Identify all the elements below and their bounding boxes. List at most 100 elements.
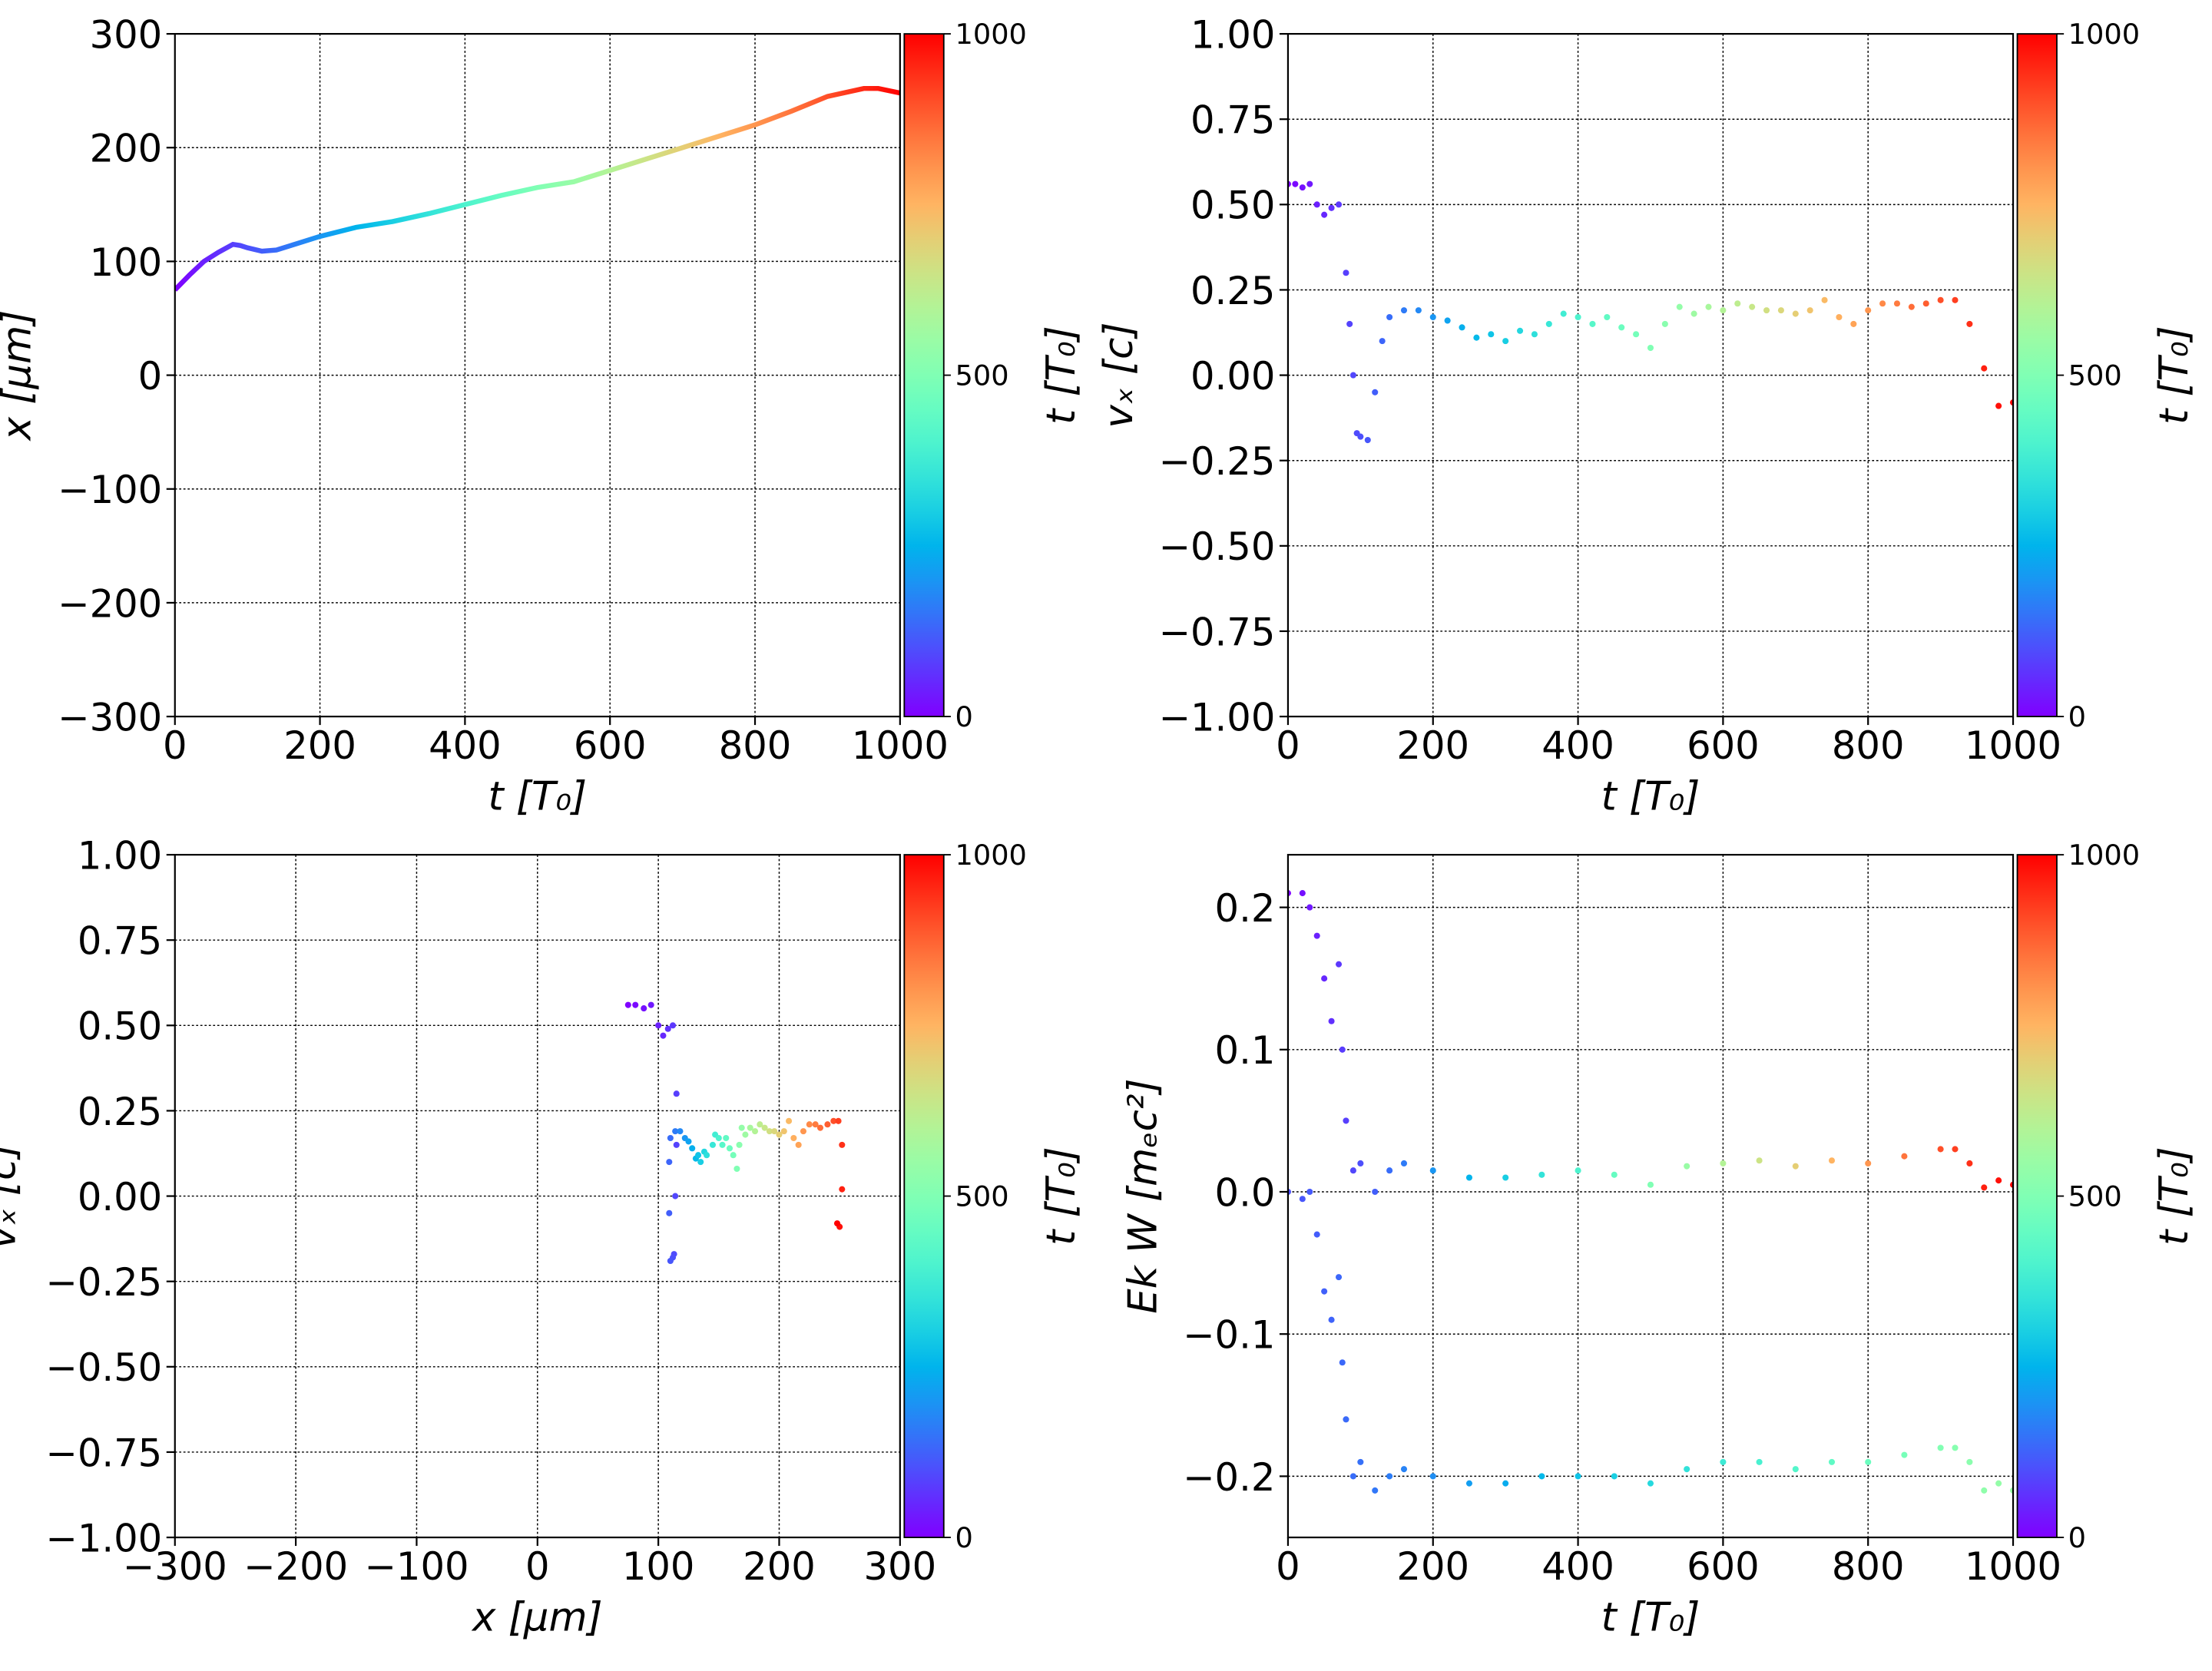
scatter-point xyxy=(704,1152,710,1159)
scatter-point xyxy=(1981,1487,1988,1494)
scatter-point xyxy=(1335,201,1343,208)
scatter-point xyxy=(673,1141,680,1148)
scatter-point xyxy=(1901,1153,1908,1160)
scatter-point xyxy=(1777,307,1784,314)
axes-frame xyxy=(1286,32,2015,718)
y-tick-label: −300 xyxy=(58,695,162,740)
colorbar-label: t [T₀] xyxy=(2151,1147,2197,1246)
x-tick-label: 0 xyxy=(1276,723,1300,768)
scatter-point xyxy=(1313,201,1320,208)
colorbar-tick-label: 0 xyxy=(955,1521,972,1554)
scatter-point xyxy=(1720,1458,1727,1465)
scatter-point xyxy=(1792,310,1799,317)
scatter-point xyxy=(839,1141,846,1148)
scatter-point xyxy=(1465,1480,1473,1487)
scatter-point xyxy=(1429,1473,1436,1480)
scatter-point xyxy=(1313,1231,1320,1238)
scatter-point xyxy=(1952,1444,1959,1451)
scatter-point xyxy=(1328,1017,1335,1024)
x-tick-label: 800 xyxy=(1832,1544,1905,1589)
colorbar xyxy=(2016,854,2058,1538)
scatter-point xyxy=(1306,1188,1313,1196)
x-tick-label: 200 xyxy=(1396,1544,1469,1589)
scatter-point xyxy=(1575,1167,1581,1174)
y-tick-label: −0.2 xyxy=(1183,1455,1275,1500)
y-tick-label: 0.75 xyxy=(78,919,162,964)
scatter-point xyxy=(1328,204,1335,211)
scatter-point xyxy=(1400,1466,1408,1473)
x-tick-label: 0 xyxy=(525,1544,550,1589)
x-tick-label: 600 xyxy=(1687,723,1760,768)
y-tick-label: −0.50 xyxy=(45,1345,162,1390)
scatter-point xyxy=(1349,372,1356,379)
axes-frame xyxy=(174,853,901,1539)
y-tick-label: −0.1 xyxy=(1183,1313,1275,1358)
colorbar xyxy=(2016,33,2058,717)
y-tick-label: 0.00 xyxy=(78,1175,162,1219)
scatter-point xyxy=(1611,1473,1618,1480)
scatter-point xyxy=(1343,1416,1349,1423)
scatter-point xyxy=(1734,300,1741,307)
scatter-point xyxy=(1517,327,1524,334)
x-tick-label: 0 xyxy=(163,723,187,768)
scatter-point xyxy=(709,1141,716,1148)
scatter-point xyxy=(1633,331,1640,338)
scatter-point xyxy=(761,1124,768,1131)
colorbar-tick-label: 500 xyxy=(2068,1180,2122,1213)
scatter-point xyxy=(1981,365,1988,372)
scatter-point xyxy=(1357,433,1364,440)
scatter-point xyxy=(1995,402,2002,409)
scatter-point xyxy=(795,1141,802,1148)
scatter-point xyxy=(1502,1480,1509,1487)
scatter-point xyxy=(719,1141,726,1148)
scatter-point xyxy=(1372,1188,1379,1196)
scatter-point xyxy=(733,1165,740,1173)
scatter-point xyxy=(1400,307,1408,314)
scatter-point xyxy=(1981,1184,1988,1191)
scatter-point xyxy=(666,1209,673,1216)
scatter-point xyxy=(747,1124,753,1131)
axes-frame xyxy=(1286,853,2015,1539)
y-tick-label: −0.75 xyxy=(45,1431,162,1475)
y-tick-label: 1.00 xyxy=(1190,12,1275,57)
scatter-point xyxy=(689,1145,696,1152)
scatter-point xyxy=(1952,1146,1959,1153)
scatter-point xyxy=(730,1152,737,1159)
scatter-point xyxy=(673,1090,680,1097)
scatter-point xyxy=(1937,1444,1944,1451)
y-axis-label: vₓ [c] xyxy=(0,1143,25,1249)
y-tick-label: 0.00 xyxy=(1190,354,1275,399)
colorbar-tick-label: 0 xyxy=(2068,1521,2086,1554)
colorbar-label: t [T₀] xyxy=(1038,1147,1084,1246)
x-tick-label: −200 xyxy=(243,1544,348,1589)
trajectory-line xyxy=(174,85,900,292)
scatter-point xyxy=(1379,338,1386,345)
scatter-point xyxy=(1299,890,1306,897)
colorbar-tick-label: 1000 xyxy=(2068,839,2140,872)
scatter-point xyxy=(1321,1288,1328,1295)
scatter-point xyxy=(1937,296,1944,303)
plot-area xyxy=(174,85,900,292)
colorbar-tick-label: 500 xyxy=(955,359,1008,392)
scatter-point xyxy=(780,1128,787,1135)
scatter-point xyxy=(839,1186,846,1193)
x-tick-label: 300 xyxy=(864,1544,937,1589)
y-tick-label: −200 xyxy=(58,581,162,626)
scatter-point xyxy=(677,1128,684,1135)
scatter-point xyxy=(1321,211,1328,218)
scatter-point xyxy=(1328,1316,1335,1323)
scatter-point xyxy=(1321,975,1328,982)
scatter-point xyxy=(1545,320,1552,327)
y-tick-label: −100 xyxy=(58,468,162,512)
scatter-point xyxy=(806,1121,813,1128)
scatter-point xyxy=(824,1121,831,1128)
scatter-point xyxy=(1676,303,1683,310)
scatter-point xyxy=(1828,1458,1836,1465)
plot-area xyxy=(1287,890,2014,1494)
scatter-point xyxy=(695,1152,702,1159)
scatter-point xyxy=(664,1025,671,1032)
scatter-point xyxy=(1339,1046,1346,1053)
x-tick-label: 400 xyxy=(1541,723,1614,768)
plot-area xyxy=(1287,180,2014,444)
